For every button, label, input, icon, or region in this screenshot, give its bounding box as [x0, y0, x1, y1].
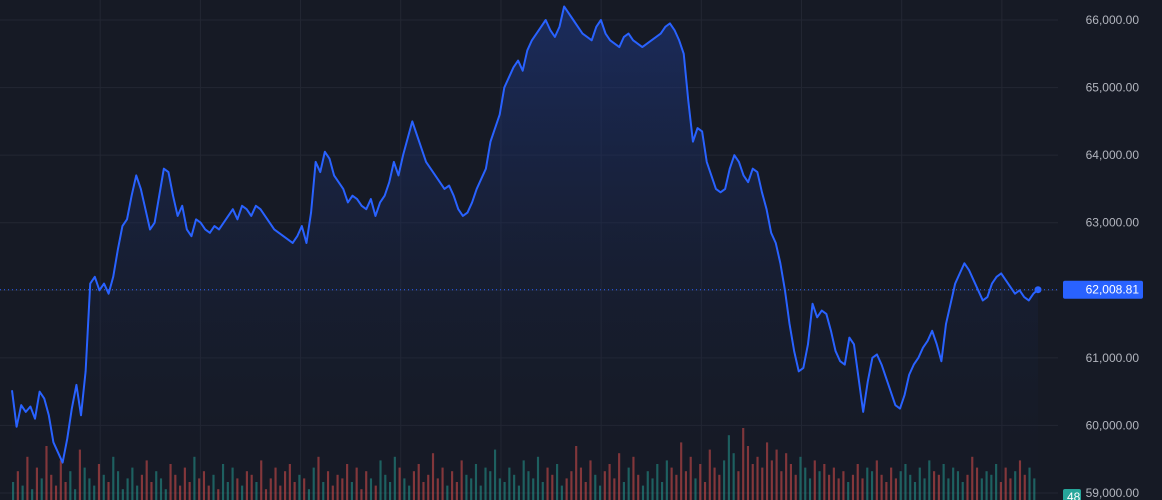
volume-tag-label: 48: [1067, 490, 1081, 500]
y-tick-label: 64,000.00: [1086, 148, 1140, 162]
price-line-group[interactable]: [11, 5, 1039, 464]
last-price-dot: [1034, 286, 1042, 294]
y-tick-label: 59,000.00: [1086, 486, 1140, 500]
last-price-badge: [1063, 280, 1143, 299]
price-area-fill: [12, 6, 1038, 500]
volume-tag: [1063, 489, 1081, 500]
last-price-label: 62,008.81: [1086, 283, 1140, 297]
y-tick-label: 65,000.00: [1086, 81, 1140, 95]
price-line[interactable]: [11, 5, 1039, 464]
price-axis[interactable]: 66,000.00 65,000.00 64,000.00 63,000.00 61,0…: [1063, 13, 1143, 500]
y-tick-label: 60,000.00: [1086, 418, 1140, 432]
y-tick-label: 66,000.00: [1086, 13, 1140, 27]
last-price-marker: [0, 286, 1058, 294]
price-area: [12, 6, 1038, 500]
y-tick-label: 61,000.00: [1086, 351, 1140, 365]
y-tick-label: 63,000.00: [1086, 216, 1140, 230]
